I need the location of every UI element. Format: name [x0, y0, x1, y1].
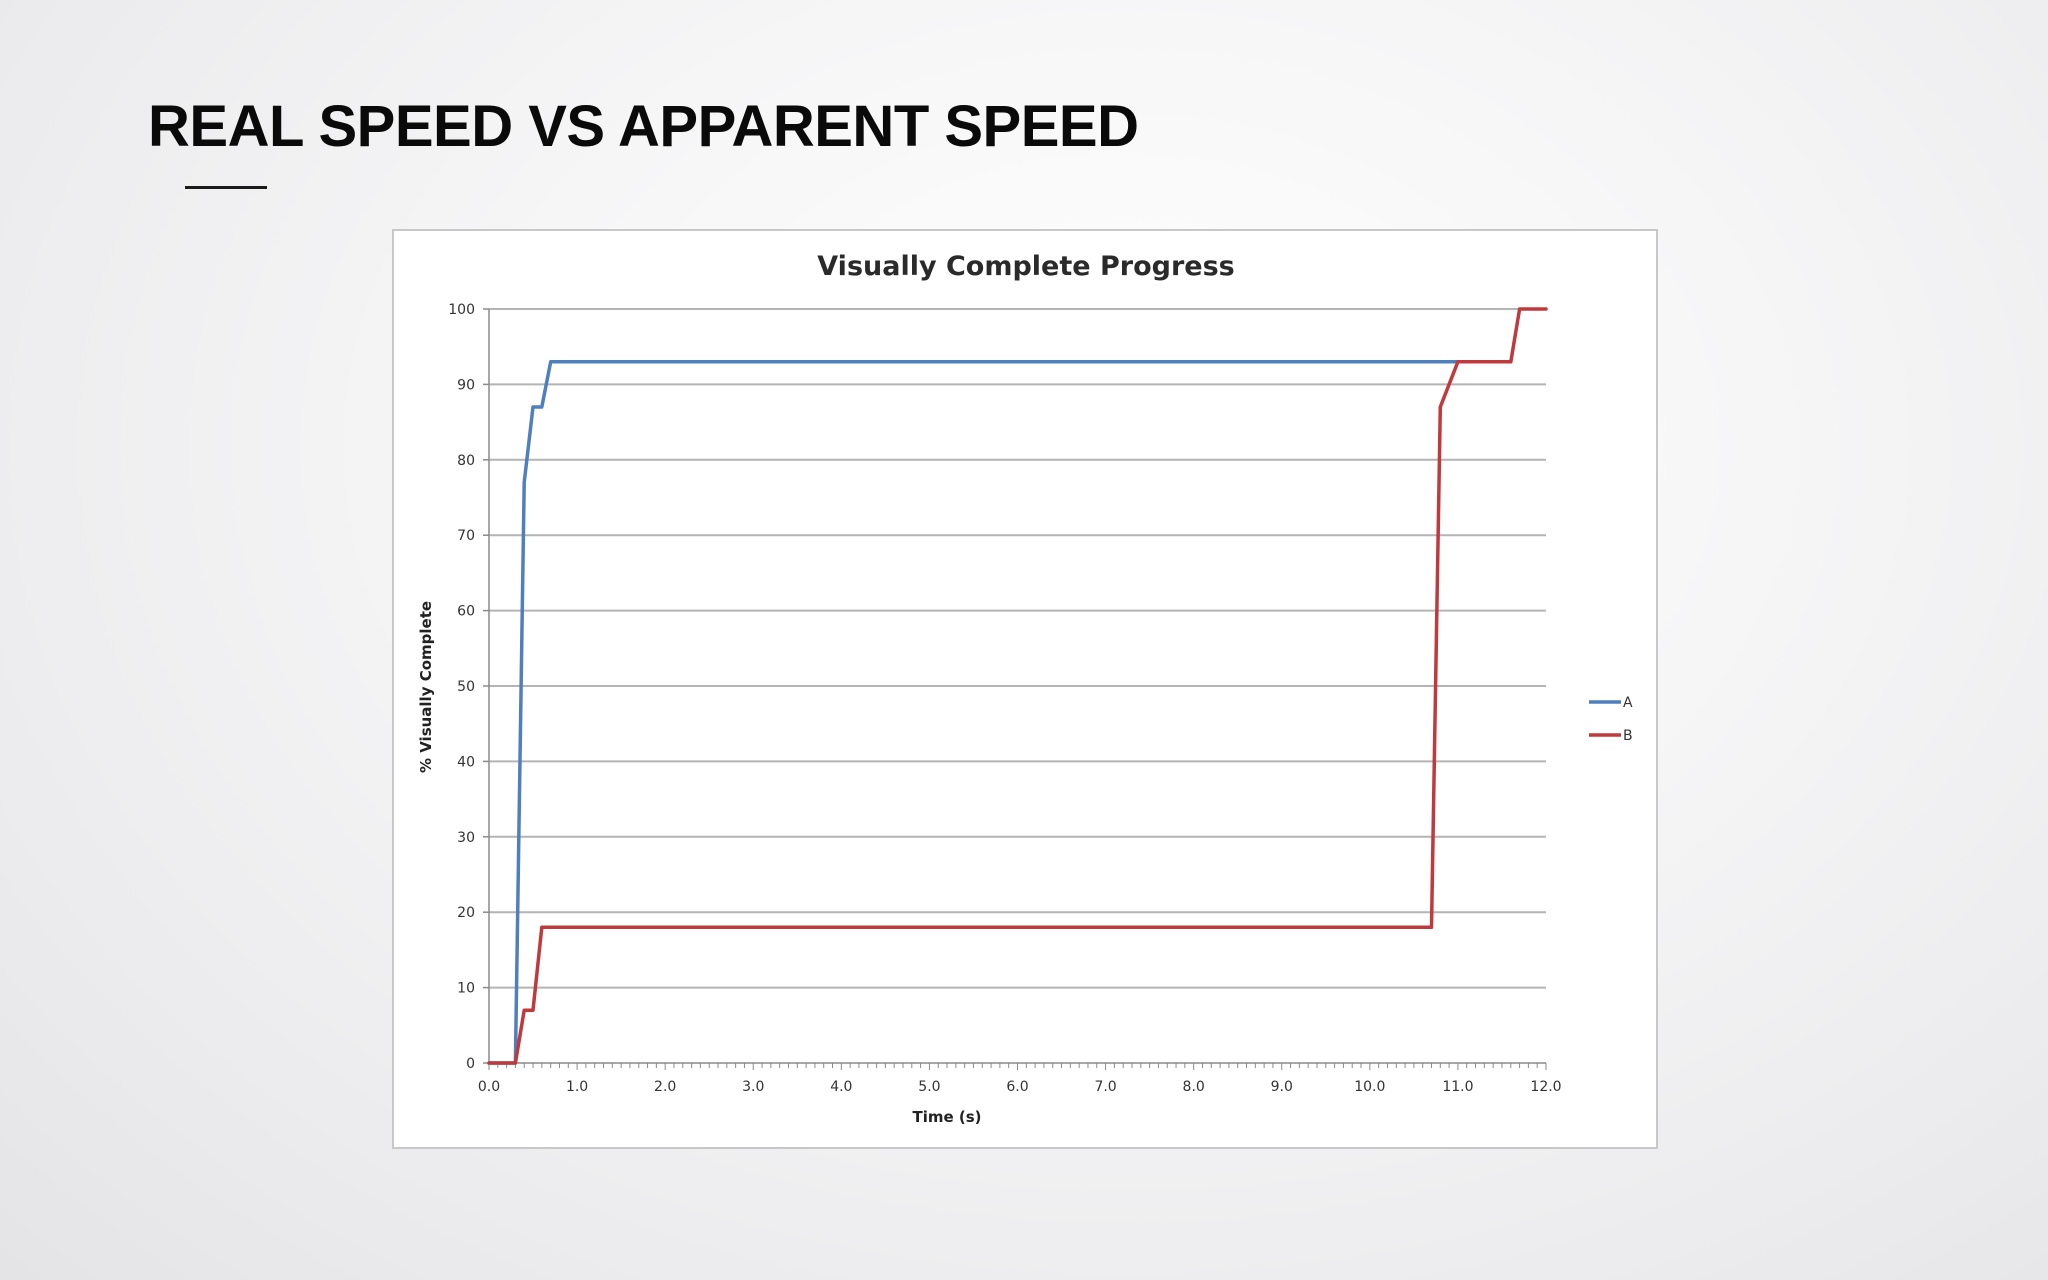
- x-tick-label: 0.0: [478, 1079, 500, 1095]
- x-tick-label: 10.0: [1354, 1079, 1385, 1095]
- x-tick-label: 2.0: [654, 1079, 676, 1095]
- y-tick-label: 10: [457, 981, 475, 997]
- gridlines: [489, 308, 1546, 989]
- y-tick-label: 50: [457, 679, 475, 695]
- legend: AB: [1589, 695, 1633, 744]
- x-tick-label: 4.0: [830, 1079, 852, 1095]
- chart-container: Visually Complete Progress 0 10 20 30 40 50 60…: [392, 229, 1658, 1149]
- y-tick-label: 100: [448, 302, 475, 318]
- x-tick-label: 12.0: [1530, 1079, 1561, 1095]
- series-lines: [487, 307, 1548, 1065]
- x-tick-label: 5.0: [918, 1079, 940, 1095]
- title-underline: [185, 186, 267, 189]
- x-tick-label: 3.0: [742, 1079, 764, 1095]
- x-tick-label: 8.0: [1183, 1079, 1205, 1095]
- y-tick-label: 0: [466, 1056, 475, 1072]
- y-axis-label: % Visually Complete: [417, 601, 435, 773]
- x-tick-label: 7.0: [1094, 1079, 1116, 1095]
- y-tick-label: 20: [457, 905, 475, 921]
- y-tick-label: 90: [457, 377, 475, 393]
- chart-title: Visually Complete Progress: [817, 251, 1234, 282]
- line-chart: Visually Complete Progress 0 10 20 30 40 50 60…: [417, 251, 1633, 1126]
- legend-label-a: A: [1623, 695, 1633, 711]
- legend-label-b: B: [1623, 728, 1633, 744]
- x-tick-label: 1.0: [566, 1079, 588, 1095]
- x-tick-label: 11.0: [1442, 1079, 1473, 1095]
- x-tick-label: 6.0: [1006, 1079, 1028, 1095]
- x-tick-label: 9.0: [1271, 1079, 1293, 1095]
- series-line-b: [487, 307, 1548, 1065]
- slide-title: REAL SPEED VS APPARENT SPEED: [148, 94, 1139, 159]
- y-tick-label: 80: [457, 453, 475, 469]
- y-tick-label: 30: [457, 830, 475, 846]
- y-tick-label: 40: [457, 754, 475, 770]
- axes: 0 10 20 30 40 50 60 70 80 90 100 0.0 1.0 2.0 3.0 4.0 5.0…: [448, 302, 1561, 1095]
- y-tick-label: 60: [457, 604, 475, 620]
- series-line-a: [487, 360, 1460, 1065]
- y-tick-label: 70: [457, 528, 475, 544]
- x-axis-label: Time (s): [912, 1108, 981, 1126]
